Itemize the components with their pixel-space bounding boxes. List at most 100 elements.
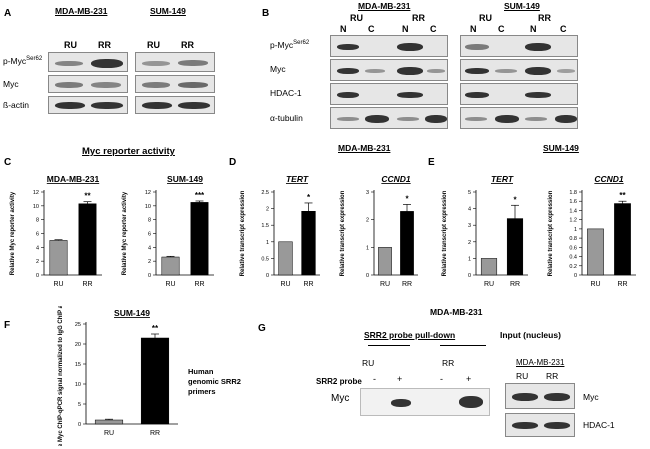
chart-c-0-ytick-label-3: 6: [36, 232, 39, 238]
chart-e-5-ytick-label-9: 1.8: [569, 190, 577, 196]
blot-b-c-1: C: [368, 24, 375, 34]
panel-g-rr-label: RR: [442, 358, 455, 368]
chart-c-1-ytick-label-5: 10: [145, 204, 151, 210]
chart-c-1-ytick-label-6: 12: [145, 190, 151, 196]
chart-d-2-ytick-label-1: 0.5: [261, 256, 269, 262]
panel-g-input-title: Input (nucleus): [500, 330, 561, 340]
blot-a-pmyc-1: [48, 52, 128, 72]
chart-f-6-sig-rr: **: [152, 324, 159, 333]
blot-b-line-1: MDA-MB-231: [358, 1, 411, 11]
chart-e-5-ytick-label-5: 1: [574, 227, 577, 233]
panel-g-probe-label: SRR2 probe: [316, 377, 362, 386]
chart-f-chip: SUM-149 0 5 10 15 20 25 Relative Myc ChIP-qPCR …: [58, 306, 178, 446]
panel-g-probe-sign-3: -: [440, 374, 443, 384]
blot-a-pmyc-2: [135, 52, 215, 72]
chart-c-0-ytick-label-5: 10: [33, 204, 39, 210]
chart-e-5-xtick-rr: RR: [617, 281, 627, 288]
chart-c-1-bar-rr: [190, 202, 209, 276]
chart-d-2-xtick-ru: RU: [280, 281, 290, 288]
chart-c-1-sig-rr: ***: [195, 191, 205, 200]
panel-label-e: E: [428, 157, 435, 168]
chart-c-0-xtick-ru: RU: [53, 281, 63, 288]
chart-e-5-ylabel: Relative transcript expression: [548, 190, 554, 276]
blot-b-hdac1-1: [330, 83, 448, 105]
blot-b-n-1: N: [340, 24, 347, 34]
chart-e-4-ytick-label-0: 0: [468, 273, 471, 279]
chart-c-1-ytick-label-1: 2: [148, 259, 151, 265]
blot-b-line-2: SUM-149: [504, 1, 540, 11]
blot-a-myc-2: [135, 75, 215, 93]
blot-a-line-1: MDA-MB-231: [55, 6, 108, 16]
chart-f-6-bar-rr: [140, 337, 170, 425]
blot-b-row-tubulin: α-tubulin: [270, 113, 303, 123]
chart-e-5-ytick-label-3: 0.6: [569, 245, 577, 251]
panel-c-title: Myc reporter activity: [82, 146, 175, 157]
chart-e-tert: TERT 0 1 2 3 4 5 Relative transcript expression…: [442, 174, 528, 288]
chart-e-4-title: TERT: [491, 174, 514, 184]
blot-a-ru-1: RU: [64, 40, 77, 50]
chart-d-2-ytick-label-5: 2.5: [261, 190, 269, 196]
panel-g-probe-sign-4: +: [466, 374, 472, 384]
panel-g-probe-sign-2: +: [397, 374, 403, 384]
chart-c-0-bar-ru: [49, 240, 68, 276]
chart-c-1-title: SUM-149: [167, 174, 203, 184]
blot-a-row-myc: Myc: [3, 79, 19, 89]
chart-f-6-bar-ru: [94, 419, 124, 425]
chart-c-0-ytick-label-6: 12: [33, 190, 39, 196]
chart-e-4-ytick-label-1: 1: [468, 256, 471, 262]
chart-f-6-ytick-label-0: 0: [78, 422, 81, 428]
blot-b-tubulin-1: [330, 107, 448, 129]
chart-f-6-ytick-label-3: 15: [75, 362, 81, 368]
chart-d-2-ytick-label-0: 0: [266, 273, 269, 279]
chart-c-0-title: MDA-MB-231: [47, 174, 100, 184]
blot-b-n-4: N: [530, 24, 537, 34]
blot-g-input-myc: [505, 383, 575, 409]
panel-g-title: MDA-MB-231: [430, 307, 483, 317]
chart-d-3-sig-rr: *: [405, 194, 409, 203]
chart-e-ccnd1: CCND1 0 0.2 0.4 0.6 0.8 1 1.2 1.4 1.6 1.8 Relative …: [548, 174, 636, 288]
chart-c-0-xtick-rr: RR: [82, 281, 92, 288]
panel-g-probe-sign-1: -: [373, 374, 376, 384]
chart-f-6-ytick-label-5: 25: [75, 322, 81, 328]
chart-c-1-ytick-label-0: 0: [148, 273, 151, 279]
chart-c-1-ylabel: Relative Myc reporter activity: [122, 191, 128, 275]
chart-f-6-ytick-label-1: 5: [78, 402, 81, 408]
blot-a-line-2: SUM-149: [150, 6, 186, 16]
chart-f-6-ytick-label-2: 10: [75, 382, 81, 388]
chart-e-5-xtick-ru: RU: [590, 281, 600, 288]
chart-e-4-xtick-rr: RR: [510, 281, 520, 288]
chart-d-3-bar-rr: [400, 211, 414, 276]
chart-f-6-ytick-label-4: 20: [75, 342, 81, 348]
blot-a-actin-1: [48, 96, 128, 114]
panel-g-input-rr: RR: [546, 371, 559, 381]
panel-label-g: G: [258, 323, 266, 334]
chart-e-4-bar-rr: [506, 218, 524, 276]
blot-b-tubulin-2: [460, 107, 578, 129]
blot-b-ru-1: RU: [350, 13, 363, 23]
panel-g-pulldown-title: SRR2 probe pull-down: [364, 330, 456, 340]
chart-c-1-bar-ru: [161, 256, 180, 276]
chart-d-3-ytick-label-1: 1: [366, 245, 369, 251]
chart-d-3-ylabel: Relative transcript expression: [340, 190, 346, 276]
blot-a-rr-2: RR: [181, 40, 194, 50]
panel-g-rr-rule: [440, 345, 486, 346]
chart-c-0-bar-rr: [78, 203, 97, 276]
chart-e-5-ytick-label-2: 0.4: [569, 255, 577, 261]
blot-b-row-myc: Myc: [270, 64, 286, 74]
chart-c-1-ytick-label-4: 8: [148, 218, 151, 224]
blot-b-myc-1: [330, 59, 448, 81]
blot-b-row-pmyc: p-MycSer62: [270, 40, 310, 50]
chart-c-0-ytick-label-1: 2: [36, 259, 39, 265]
chart-c-0-ytick-label-2: 4: [36, 245, 39, 251]
panel-label-b: B: [262, 8, 270, 19]
blot-a-row-actin: ß-actin: [3, 100, 29, 110]
chart-e-4-sig-rr: *: [513, 195, 517, 204]
blot-b-pmyc-1: [330, 35, 448, 57]
blot-g-input-hdac1: [505, 413, 575, 437]
blot-b-rr-1: RR: [412, 13, 425, 23]
blot-a-ru-2: RU: [147, 40, 160, 50]
chart-d-3-bar-ru: [378, 247, 392, 276]
chart-e-5-title: CCND1: [594, 174, 624, 184]
blot-b-c-3: C: [498, 24, 505, 34]
blot-a-actin-2: [135, 96, 215, 114]
